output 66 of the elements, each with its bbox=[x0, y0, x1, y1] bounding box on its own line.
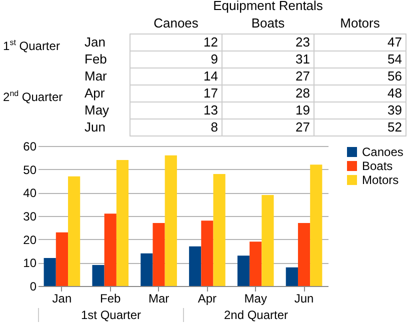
bar bbox=[262, 195, 274, 286]
data-label: 8 bbox=[210, 120, 218, 134]
bar bbox=[189, 246, 202, 286]
y-tick-label: Apr bbox=[84, 86, 106, 100]
x-tick-label: Jan bbox=[52, 292, 72, 306]
data-label: 47 bbox=[388, 34, 402, 50]
data-label: 52 bbox=[388, 120, 402, 134]
data-label: 56 bbox=[388, 68, 402, 84]
y-tick-label: 20 bbox=[23, 232, 37, 247]
data-label: 28 bbox=[296, 86, 310, 100]
text: 1st Quarter bbox=[38, 308, 183, 322]
x-tick-label: Jun bbox=[294, 292, 314, 306]
data-label: 12 bbox=[204, 34, 218, 50]
text: 2nd Quarter bbox=[183, 308, 328, 322]
data-label: 27 bbox=[296, 68, 310, 84]
text: 1$^{st}$ Quarter bbox=[3, 37, 60, 55]
y-tick-label: May bbox=[84, 102, 110, 118]
bar bbox=[164, 155, 177, 286]
bar bbox=[56, 232, 68, 286]
data-label: 23 bbox=[296, 34, 310, 50]
legend-label: Motors bbox=[362, 173, 399, 187]
bar bbox=[250, 242, 262, 286]
bar bbox=[104, 214, 116, 286]
bar bbox=[286, 267, 298, 286]
data-label: 17 bbox=[204, 86, 218, 100]
bar bbox=[68, 176, 80, 286]
legend-label: Canoes bbox=[362, 145, 404, 159]
x-tick-label: Canoes bbox=[154, 16, 199, 30]
data-label: 48 bbox=[388, 86, 402, 100]
data-label: 31 bbox=[296, 52, 310, 66]
data-label: 13 bbox=[204, 102, 218, 118]
bar bbox=[92, 265, 104, 286]
x-tick-label: Apr bbox=[198, 292, 217, 306]
bar bbox=[298, 223, 310, 286]
y-tick-label: Jun bbox=[84, 120, 106, 134]
bar bbox=[310, 164, 322, 286]
data-label: 27 bbox=[296, 120, 310, 134]
y-tick-label: 40 bbox=[23, 186, 37, 200]
x-tick-label: Mar bbox=[148, 292, 170, 306]
legend-label: Boats bbox=[362, 159, 393, 173]
y-tick-label: 10 bbox=[23, 256, 37, 270]
y-tick-label: 30 bbox=[23, 210, 37, 224]
x-tick-label: Boats bbox=[251, 16, 286, 30]
y-tick-label: 50 bbox=[23, 162, 37, 177]
data-label: 19 bbox=[296, 102, 310, 118]
bar bbox=[152, 223, 165, 286]
y-tick-label: Mar bbox=[84, 68, 108, 84]
bar bbox=[116, 160, 129, 286]
bar bbox=[213, 174, 226, 286]
x-tick-label: Motors bbox=[340, 16, 380, 30]
bar bbox=[44, 258, 56, 286]
text: 2$^{nd}$ Quarter bbox=[3, 88, 63, 106]
data-label: 14 bbox=[204, 68, 218, 84]
data-label: 9 bbox=[210, 52, 218, 66]
y-tick-label: 0 bbox=[30, 280, 37, 294]
bar bbox=[201, 220, 214, 286]
y-tick-label: Feb bbox=[84, 52, 107, 66]
y-tick-label: Jan bbox=[84, 34, 106, 50]
chart-title: Equipment Rentals bbox=[213, 0, 324, 13]
x-tick-label: Feb bbox=[100, 292, 122, 306]
y-tick-label: 60 bbox=[23, 140, 37, 154]
data-label: 39 bbox=[388, 102, 402, 118]
x-tick-label: May bbox=[244, 292, 267, 306]
data-label: 54 bbox=[388, 52, 402, 66]
bar bbox=[140, 253, 153, 286]
bar bbox=[237, 256, 250, 286]
